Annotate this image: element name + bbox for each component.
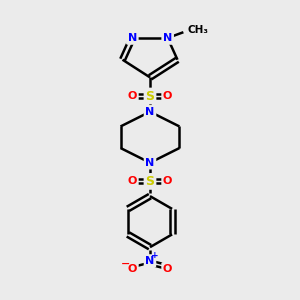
Text: O: O bbox=[163, 176, 172, 186]
Text: +: + bbox=[151, 250, 159, 260]
Text: N: N bbox=[146, 107, 154, 117]
Text: O: O bbox=[163, 91, 172, 101]
Text: S: S bbox=[146, 89, 154, 103]
Text: N: N bbox=[128, 33, 137, 43]
Text: O: O bbox=[163, 264, 172, 274]
Text: −: − bbox=[121, 259, 130, 269]
Text: O: O bbox=[128, 91, 137, 101]
Text: N: N bbox=[146, 158, 154, 168]
Text: N: N bbox=[146, 256, 154, 266]
Text: S: S bbox=[146, 175, 154, 188]
Text: N: N bbox=[163, 33, 172, 43]
Text: CH₃: CH₃ bbox=[187, 25, 208, 35]
Text: O: O bbox=[128, 176, 137, 186]
Text: O: O bbox=[128, 264, 137, 274]
